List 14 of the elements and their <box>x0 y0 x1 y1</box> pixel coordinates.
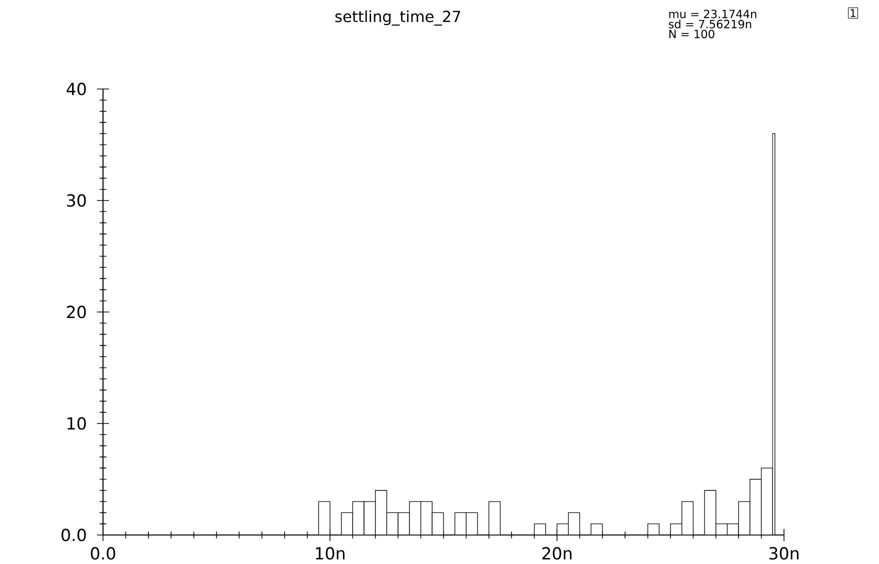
text: mu = 23.1744n <box>669 10 756 18</box>
y-tick-label: 20 <box>66 306 86 318</box>
text: 1 <box>850 9 856 17</box>
y-tick-label: 30 <box>67 194 86 207</box>
text: N = 100 <box>669 30 714 38</box>
text: sd = 7.56219n <box>668 20 752 28</box>
y-tick-label: 0.0 <box>62 528 86 542</box>
chart-title: settling_time_27 <box>335 10 460 26</box>
x-tick-label: 0.0 <box>90 546 116 560</box>
y-tick-label: 40 <box>66 82 86 96</box>
x-tick-label: 10n <box>316 546 344 560</box>
y-tick-label: 10 <box>68 417 86 430</box>
x-tick-label: 20n <box>542 546 572 560</box>
x-tick-label: 30n <box>769 546 798 560</box>
